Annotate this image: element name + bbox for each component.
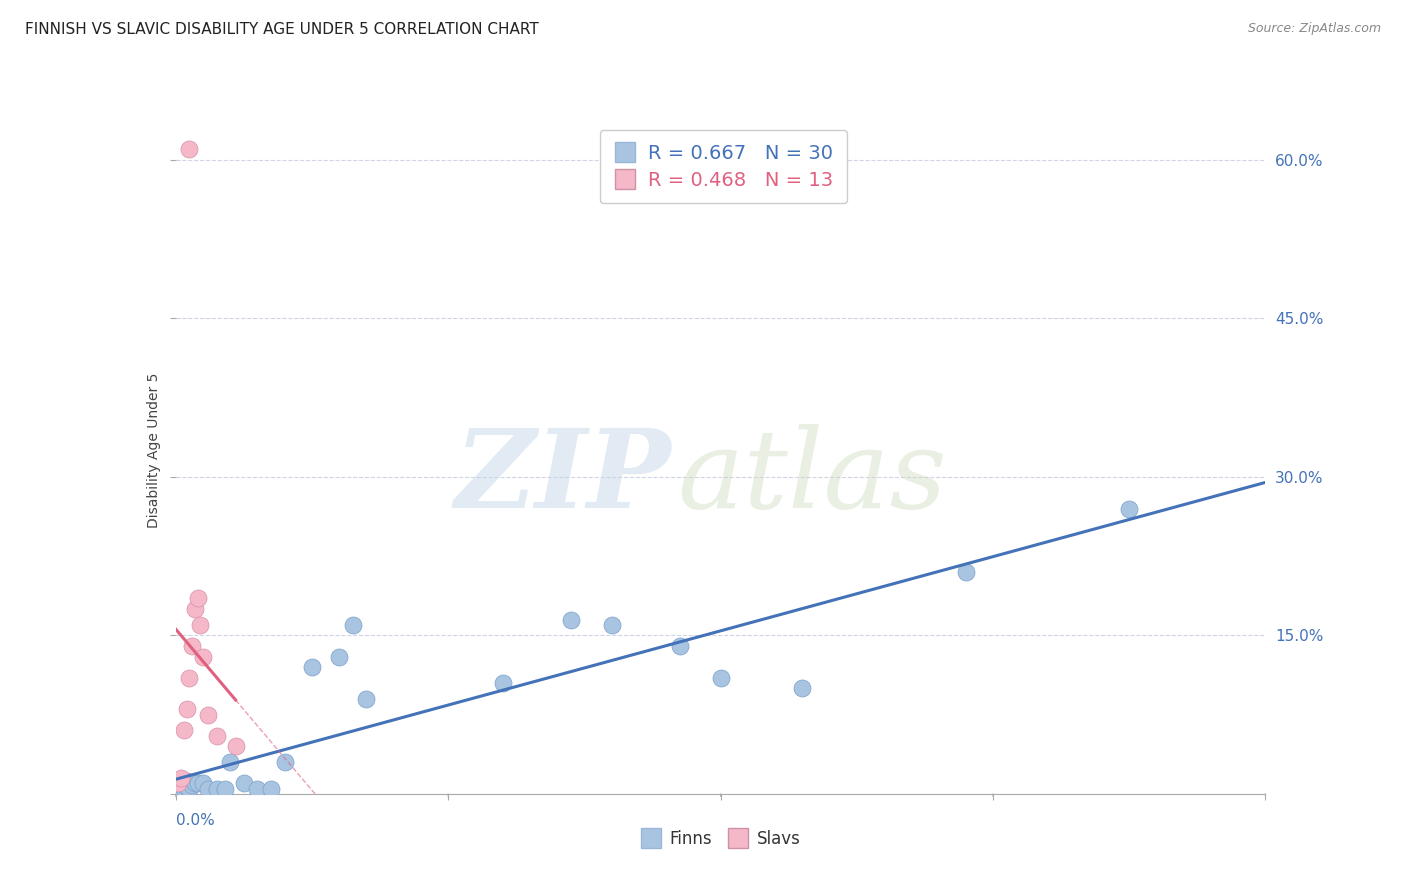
- Point: [600, 617, 623, 632]
- Point: [205, 729, 228, 743]
- Point: [219, 755, 242, 769]
- Point: [668, 639, 690, 653]
- Legend: Finns, Slavs: Finns, Slavs: [634, 823, 807, 855]
- Point: [191, 776, 214, 790]
- Point: [214, 781, 236, 796]
- Point: [205, 781, 228, 796]
- Point: [191, 649, 214, 664]
- Point: [328, 649, 350, 664]
- Text: atlas: atlas: [678, 425, 946, 532]
- Point: [301, 660, 323, 674]
- Point: [181, 639, 204, 653]
- Point: [173, 781, 195, 796]
- Text: ZIP: ZIP: [456, 425, 672, 532]
- Point: [167, 776, 190, 790]
- Point: [184, 602, 207, 616]
- Point: [710, 671, 733, 685]
- Point: [170, 771, 193, 785]
- Point: [197, 707, 219, 722]
- Point: [246, 781, 269, 796]
- Point: [173, 723, 195, 738]
- Point: [792, 681, 814, 696]
- Point: [560, 613, 582, 627]
- Point: [1118, 501, 1140, 516]
- Y-axis label: Disability Age Under 5: Disability Age Under 5: [148, 373, 162, 528]
- Point: [179, 671, 201, 685]
- Point: [356, 691, 378, 706]
- Point: [170, 776, 193, 790]
- Text: Source: ZipAtlas.com: Source: ZipAtlas.com: [1247, 22, 1381, 36]
- Point: [955, 565, 977, 579]
- Point: [186, 591, 209, 606]
- Point: [184, 776, 207, 790]
- Point: [167, 781, 190, 796]
- Point: [179, 142, 201, 156]
- Text: 0.0%: 0.0%: [176, 814, 215, 828]
- Point: [179, 781, 201, 796]
- Point: [173, 779, 195, 793]
- Point: [176, 702, 198, 716]
- Point: [260, 781, 283, 796]
- Point: [181, 779, 204, 793]
- Point: [225, 739, 247, 754]
- Point: [188, 617, 211, 632]
- Point: [232, 776, 254, 790]
- Point: [176, 774, 198, 789]
- Text: FINNISH VS SLAVIC DISABILITY AGE UNDER 5 CORRELATION CHART: FINNISH VS SLAVIC DISABILITY AGE UNDER 5…: [25, 22, 538, 37]
- Point: [197, 781, 219, 796]
- Point: [186, 776, 209, 790]
- Point: [274, 755, 297, 769]
- Point: [342, 617, 364, 632]
- Point: [492, 676, 515, 690]
